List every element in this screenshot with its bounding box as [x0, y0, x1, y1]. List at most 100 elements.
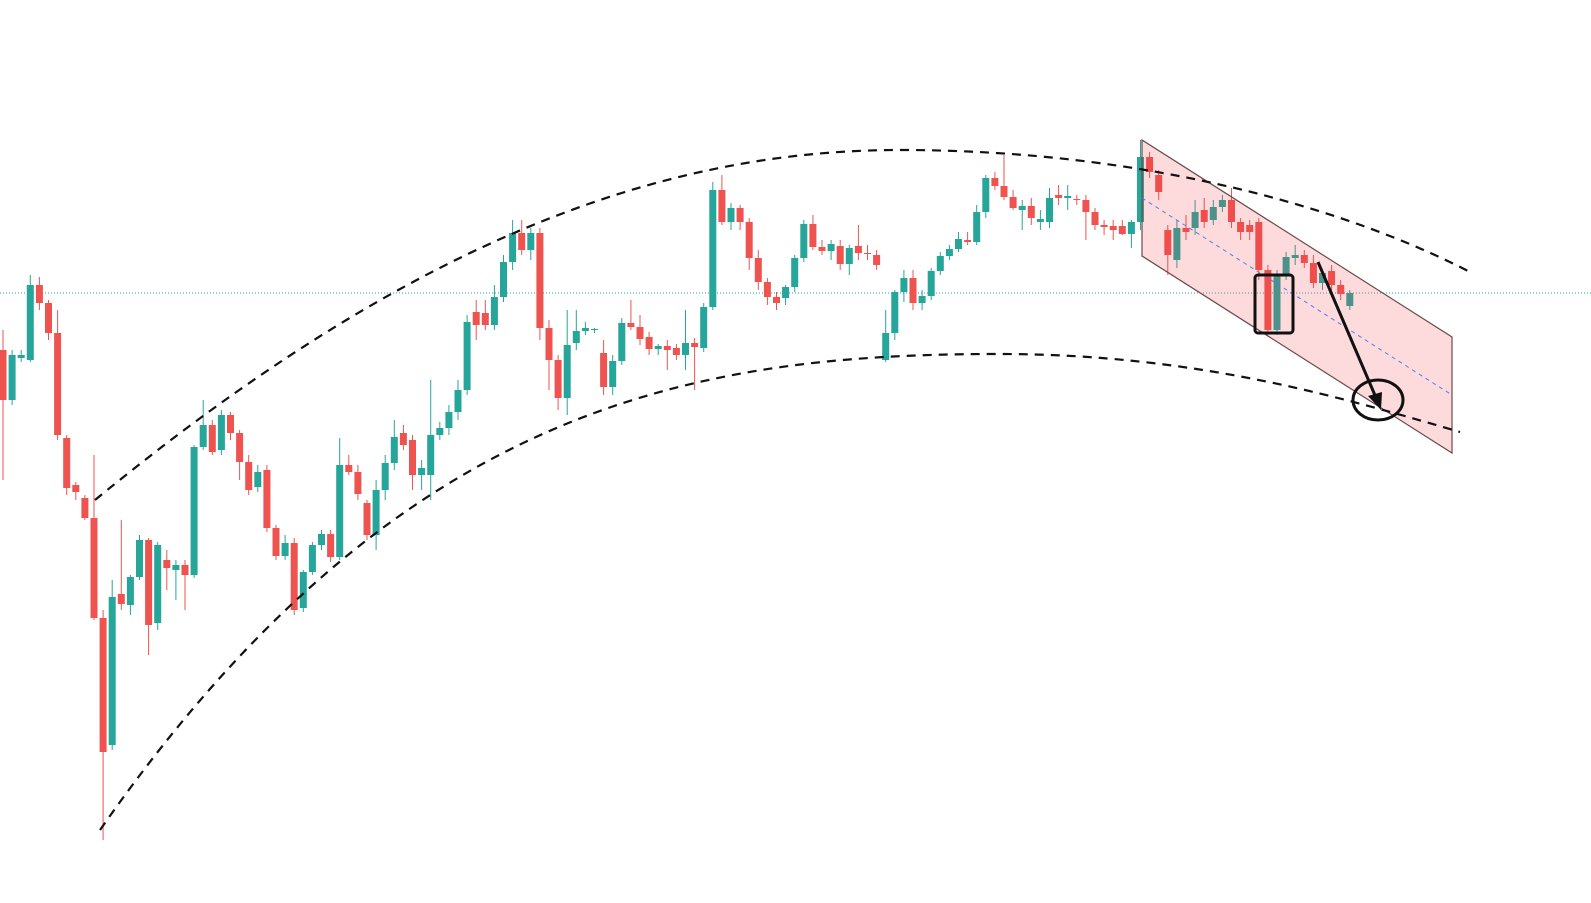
- candle-body: [1209, 207, 1217, 220]
- candle-body: [327, 534, 335, 557]
- candle-body: [836, 246, 844, 264]
- candle-body: [81, 498, 89, 518]
- candle-body: [263, 470, 271, 528]
- candle-body: [54, 333, 62, 435]
- candle-body: [1000, 186, 1008, 197]
- candle-body: [973, 212, 981, 242]
- candle-body: [1191, 212, 1199, 228]
- candle-body: [845, 248, 853, 264]
- candles: [0, 140, 1591, 840]
- candle-body: [800, 224, 808, 258]
- candle-body: [381, 463, 389, 490]
- candle-body: [26, 285, 34, 360]
- candle-body: [873, 255, 881, 265]
- candle-body: [227, 415, 234, 433]
- candle-body: [1282, 257, 1290, 275]
- candle-body: [909, 278, 917, 303]
- candle-body: [72, 485, 80, 492]
- candle-body: [1009, 197, 1017, 208]
- candle-body: [609, 361, 617, 387]
- candle-body: [145, 540, 153, 625]
- candle-body: [1328, 271, 1336, 285]
- candle-body: [945, 249, 953, 256]
- candle-body: [955, 239, 962, 249]
- candle-body: [345, 465, 353, 472]
- candle-body: [163, 560, 171, 568]
- candle-body: [1164, 230, 1172, 255]
- candle-body: [472, 312, 480, 325]
- candle-body: [1036, 219, 1044, 222]
- candle-body: [936, 256, 944, 271]
- candle-body: [736, 208, 744, 222]
- candle-body: [691, 343, 699, 347]
- candle-body: [672, 348, 680, 355]
- candle-body: [117, 594, 125, 604]
- candle-body: [563, 345, 571, 398]
- candle-body: [1319, 273, 1326, 283]
- candle-body: [1127, 222, 1135, 234]
- candle-body: [154, 545, 162, 623]
- candle-body: [181, 565, 189, 575]
- candle-body: [827, 244, 835, 251]
- candle-body: [763, 282, 771, 297]
- candle-body: [1255, 222, 1263, 270]
- candle-body: [782, 287, 790, 298]
- target-circle: [1351, 378, 1405, 422]
- candle-body: [1300, 255, 1308, 263]
- candle-body: [63, 438, 71, 488]
- candle-body: [591, 329, 598, 330]
- candle-body: [1055, 195, 1063, 198]
- candle-body: [1346, 293, 1354, 306]
- candle-body: [1291, 255, 1299, 258]
- candle-body: [418, 468, 426, 475]
- candle-body: [927, 271, 935, 296]
- candle-body: [217, 415, 225, 450]
- candle-body: [290, 543, 298, 610]
- candle-body: [17, 355, 25, 358]
- candle-body: [1182, 228, 1190, 232]
- candle-body: [1018, 206, 1026, 210]
- candle-body: [745, 222, 753, 258]
- candle-body: [1264, 270, 1272, 330]
- candle-body: [982, 178, 990, 212]
- candle-body: [727, 208, 735, 222]
- highlight-box: [1253, 273, 1295, 335]
- candle-body: [964, 240, 972, 242]
- candle-body: [126, 577, 134, 605]
- candle-body: [254, 472, 262, 487]
- candle-body: [572, 331, 580, 343]
- candle-body: [854, 246, 862, 253]
- candle-body: [882, 333, 890, 360]
- candle-body: [454, 390, 462, 412]
- candle-body: [718, 190, 726, 222]
- candle-body: [108, 597, 116, 745]
- candle-body: [1228, 200, 1235, 222]
- candle-body: [299, 572, 307, 608]
- candle-body: [818, 247, 826, 251]
- candle-body: [390, 437, 398, 463]
- candle-body: [527, 233, 535, 250]
- candle-body: [991, 178, 999, 186]
- candle-body: [709, 190, 717, 307]
- descending-channel: [1141, 138, 1453, 455]
- candle-body: [245, 462, 253, 490]
- candle-body: [1173, 228, 1181, 260]
- candle-body: [90, 518, 98, 618]
- candle-body: [864, 253, 871, 254]
- candle-body: [1137, 157, 1144, 222]
- candle-body: [490, 297, 498, 325]
- candle-body: [99, 618, 107, 752]
- candle-body: [536, 233, 544, 328]
- candle-body: [518, 233, 526, 250]
- candle-body: [809, 224, 817, 247]
- candle-body: [445, 412, 453, 428]
- arrow-shaft: [1316, 261, 1379, 401]
- candle-body: [1109, 226, 1117, 230]
- candle-body: [281, 543, 289, 556]
- candle-body: [618, 323, 626, 361]
- candle-body: [1246, 225, 1254, 232]
- candle-body: [754, 258, 762, 282]
- candle-body: [1273, 275, 1281, 330]
- channel-midline: [1141, 197, 1453, 396]
